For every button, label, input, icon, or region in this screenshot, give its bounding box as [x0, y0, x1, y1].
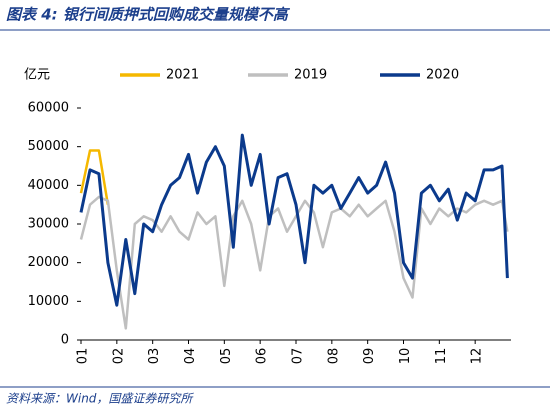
x-tick-label: 08 — [326, 348, 341, 365]
series-line — [79, 149, 110, 205]
y-tick-label: 10000 — [28, 294, 69, 309]
series-line — [79, 133, 509, 307]
y-tick-label: 0 — [61, 333, 69, 348]
y-tick-label: 20000 — [28, 255, 69, 270]
y-axis-label: 亿元 — [24, 68, 50, 83]
x-tick-label: 10 — [398, 348, 413, 365]
x-tick-label: 12 — [470, 348, 485, 365]
y-tick-label: 30000 — [28, 217, 69, 232]
x-tick-label: 07 — [291, 348, 306, 365]
x-tick-label: 03 — [147, 348, 162, 365]
source-note: 资料来源：Wind，国盛证券研究所 — [6, 392, 194, 406]
y-tick-label: 60000 — [28, 101, 69, 116]
x-tick-label: 01 — [76, 348, 91, 365]
x-tick-label: 06 — [255, 348, 270, 365]
x-tick-label: 02 — [111, 348, 126, 365]
x-tick-label: 05 — [219, 348, 234, 365]
x-tick-label: 11 — [434, 348, 449, 365]
x-tick-label: 09 — [362, 348, 377, 365]
legend-label: 2021 — [166, 68, 199, 83]
y-tick-label: 40000 — [28, 178, 69, 193]
x-tick-label: 04 — [183, 348, 198, 365]
chart-title: 图表 4: 银行间质押式回购成交量规模不高 — [6, 6, 291, 24]
series-line — [79, 195, 509, 330]
legend-label: 2019 — [294, 68, 327, 83]
y-tick-label: 50000 — [28, 139, 69, 154]
legend-label: 2020 — [426, 68, 459, 83]
